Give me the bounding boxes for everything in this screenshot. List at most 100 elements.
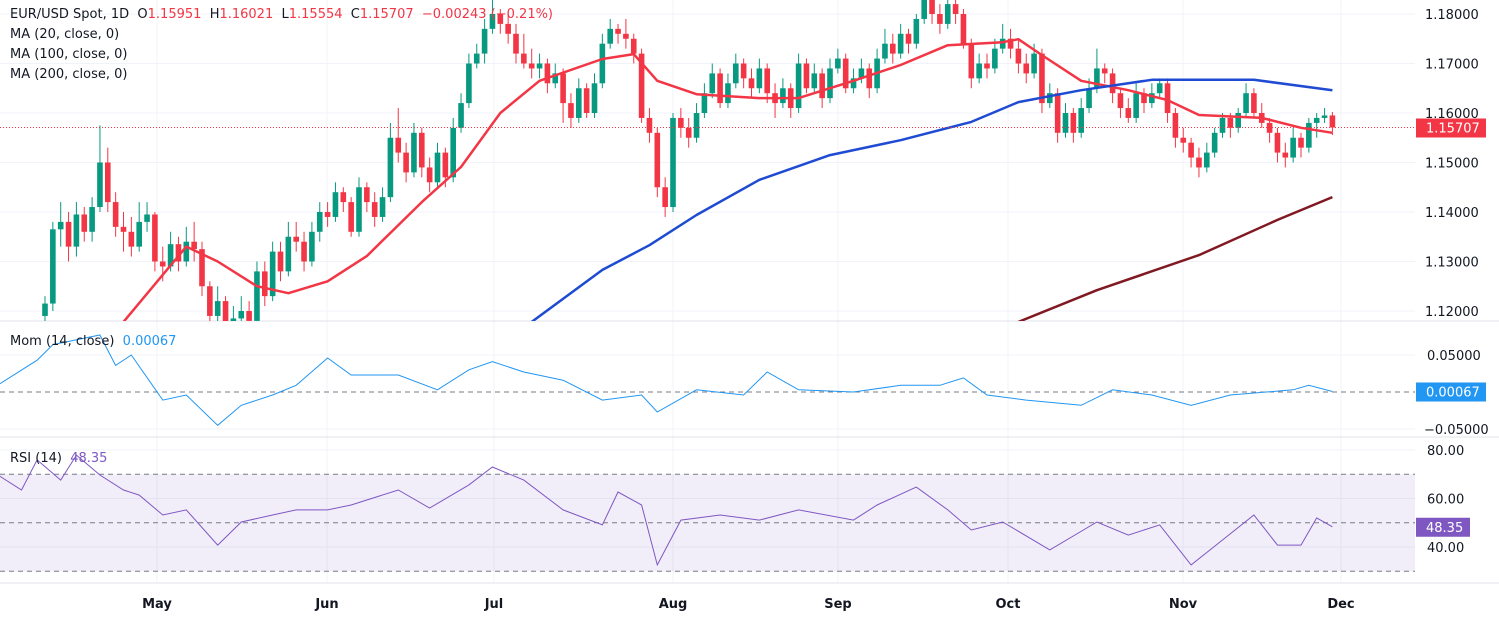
candle-body: [701, 93, 708, 113]
candle-body: [332, 192, 339, 217]
price-pane[interactable]: [0, 0, 1415, 336]
candle-body: [709, 73, 716, 94]
candle-body: [890, 43, 896, 54]
candle-body: [277, 251, 284, 272]
candle-body: [466, 63, 472, 104]
candle-body: [544, 63, 551, 84]
rsi-pane[interactable]: [0, 454, 1415, 572]
candle-body: [1172, 113, 1179, 138]
rsi-legend[interactable]: RSI (14) 48.35: [10, 451, 107, 466]
last-price-label: 1.15707: [1426, 122, 1480, 137]
candle-body: [136, 221, 142, 247]
candle-body: [348, 202, 354, 232]
candle-body: [50, 229, 56, 304]
candle-body: [1321, 115, 1328, 118]
candle-body: [246, 311, 252, 321]
candle-body: [1188, 142, 1194, 158]
month-tick-label: Aug: [659, 597, 688, 612]
candle-body: [850, 78, 857, 89]
candle-body: [780, 88, 786, 104]
candle-body: [968, 43, 975, 79]
candle-body: [678, 117, 684, 128]
candle-body: [521, 53, 527, 64]
candle-body: [1196, 157, 1202, 168]
candle-body: [1227, 117, 1234, 128]
candle-body: [458, 103, 464, 128]
last-price-badge: [1416, 118, 1486, 138]
ma200-legend[interactable]: MA (200, close, 0): [10, 67, 128, 82]
candle-body: [882, 43, 888, 59]
candle-body: [230, 318, 237, 321]
candle-body: [262, 271, 268, 297]
candle-body: [481, 28, 488, 54]
momentum-pane[interactable]: [0, 334, 1415, 426]
candle-body: [81, 214, 88, 232]
candle-body: [65, 221, 72, 247]
candle-body: [387, 137, 394, 198]
candle-body: [1070, 113, 1077, 133]
candle-body: [866, 68, 873, 89]
axes: 1.18000 1.17000 1.16000 1.15000 1.14000 1.130…: [142, 8, 1489, 612]
candle-body: [207, 286, 213, 316]
price-tick-label: 1.15000: [1425, 157, 1479, 172]
candle-body: [73, 214, 80, 247]
month-tick-label: Dec: [1327, 597, 1354, 612]
candle-body: [1047, 93, 1053, 104]
candle-body: [1313, 117, 1320, 123]
ma200-line: [1017, 195, 1333, 321]
momentum-legend[interactable]: Mom (14, close) 0.00067: [10, 334, 176, 349]
ma20-line: [122, 37, 1333, 321]
candle-body: [1133, 93, 1139, 118]
candle-body: [316, 212, 323, 232]
candle-body: [379, 197, 386, 217]
candle-body: [1298, 137, 1304, 148]
candle-body: [1282, 152, 1289, 158]
candle-body: [364, 187, 370, 203]
month-tick-label: Sep: [824, 597, 852, 612]
candle-body: [1125, 108, 1132, 118]
candle-body: [1094, 68, 1100, 89]
candle-body: [615, 28, 621, 34]
candle-body: [937, 14, 943, 24]
candle-body: [733, 63, 739, 84]
candle-body: [1015, 48, 1022, 64]
candle-body: [128, 231, 135, 247]
rsi-value-label: 48.35: [1426, 521, 1463, 536]
candle-body: [1149, 93, 1155, 104]
candle-body: [630, 38, 637, 54]
rsi-tick-label: 80.00: [1427, 444, 1464, 459]
candle-body: [1329, 115, 1336, 128]
candle-body: [952, 4, 959, 14]
candle-body: [803, 63, 810, 89]
close-label: C: [350, 7, 360, 22]
ma100-line: [530, 78, 1333, 321]
price-tick-label: 1.14000: [1425, 206, 1479, 221]
candle-body: [214, 301, 221, 316]
candle-body: [1274, 132, 1281, 153]
candle-body: [599, 43, 606, 84]
open-label: O: [137, 7, 148, 22]
low-label: L: [281, 7, 289, 22]
candle-body: [992, 48, 998, 69]
candle-body: [1054, 93, 1061, 133]
candle-body: [489, 14, 496, 29]
candle-body: [1211, 132, 1218, 153]
candle-body: [756, 68, 763, 89]
candle-body: [105, 162, 111, 203]
candle-body: [662, 187, 668, 208]
symbol-legend[interactable]: EUR/USD Spot, 1D O1.15951 H1.16021 L1.15…: [10, 7, 553, 22]
candle-body: [112, 202, 119, 227]
candle-body: [57, 221, 64, 230]
candle-body: [1109, 73, 1116, 94]
candle-body: [426, 167, 433, 183]
ma100-legend[interactable]: MA (100, close, 0): [10, 47, 128, 62]
candle-body: [591, 83, 598, 113]
candle-body: [607, 28, 613, 44]
candle-body: [497, 14, 504, 24]
candle-body: [1243, 93, 1249, 113]
ma20-legend[interactable]: MA (20, close, 0): [10, 27, 120, 42]
candle-body: [638, 53, 645, 118]
momentum-name: Mom (14, close): [10, 334, 115, 349]
candle-body: [450, 127, 456, 178]
